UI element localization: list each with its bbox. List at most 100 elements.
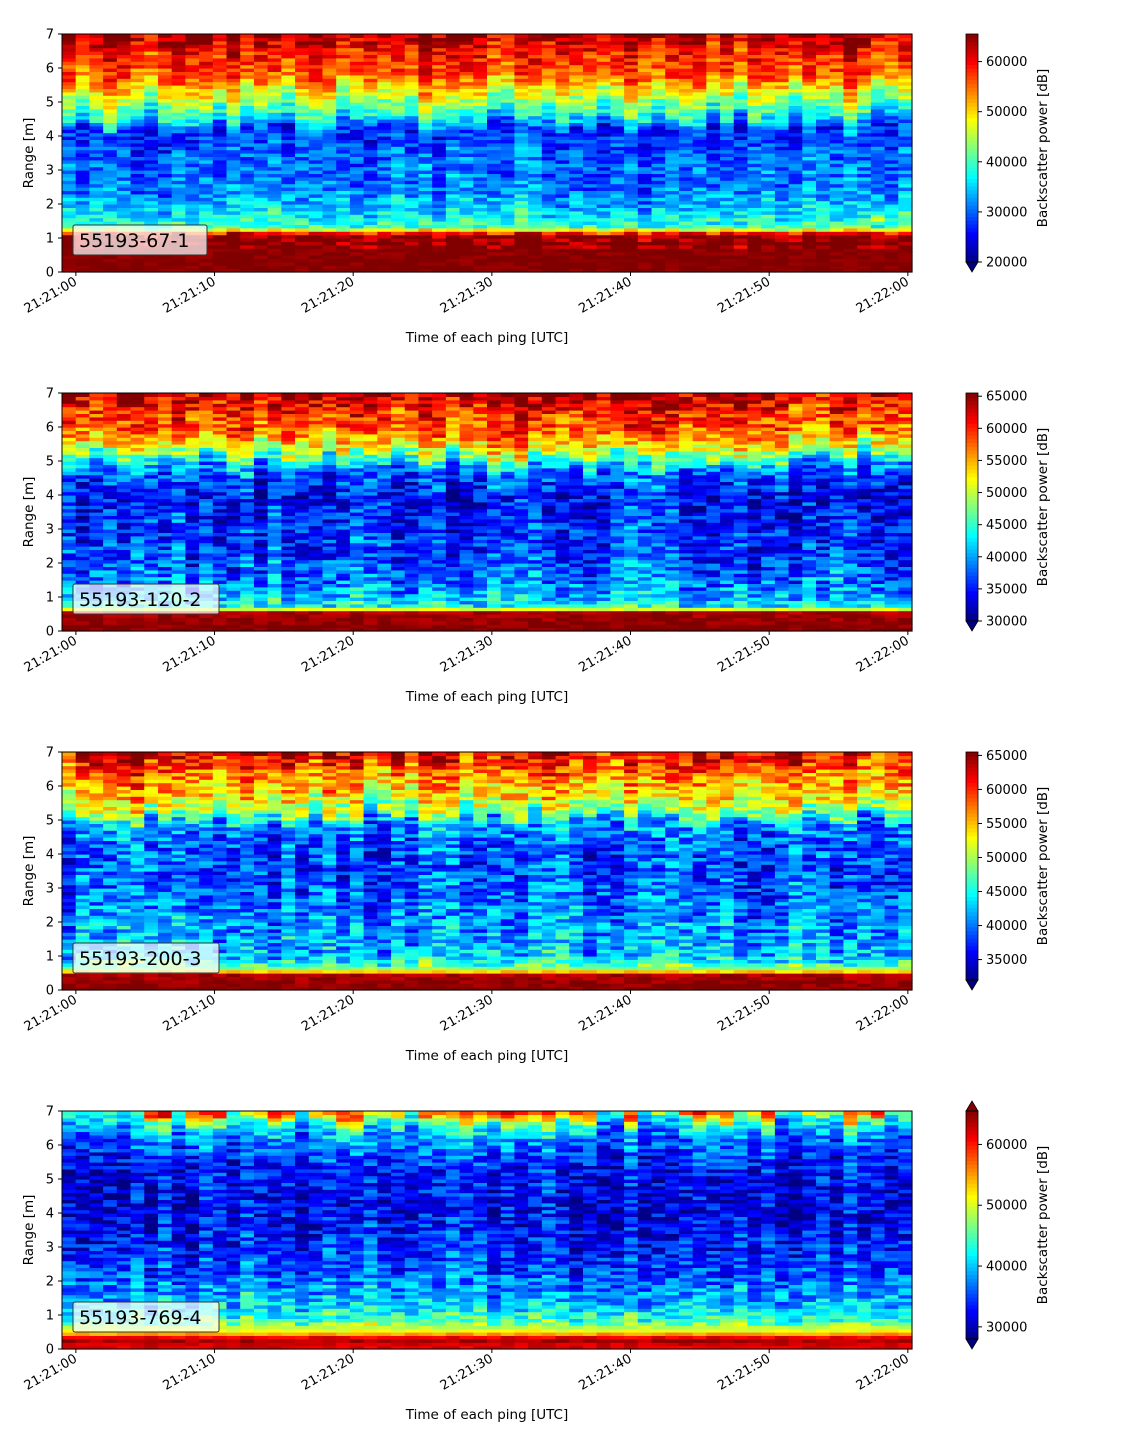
heatmap-cell	[665, 57, 680, 62]
heatmap-cell	[253, 214, 269, 219]
heatmap-cell	[75, 535, 91, 540]
heatmap-cell	[89, 258, 104, 263]
heatmap-cell	[267, 61, 282, 66]
heatmap-cell	[898, 136, 913, 140]
heatmap-cell	[308, 47, 324, 52]
heatmap-cell	[610, 214, 625, 219]
heatmap-cell	[308, 98, 324, 103]
colorbar-segment	[966, 56, 978, 62]
heatmap-cell	[473, 37, 488, 42]
heatmap-cell	[171, 180, 186, 185]
heatmap-cell	[541, 227, 557, 232]
heatmap-cell	[432, 255, 447, 259]
heatmap-cell	[445, 251, 461, 256]
heatmap-cell	[528, 241, 543, 246]
heatmap-cell	[308, 108, 324, 113]
heatmap-cell	[418, 57, 433, 62]
heatmap-cell	[582, 255, 598, 259]
heatmap-cell	[829, 108, 845, 113]
heatmap-cell	[89, 193, 104, 198]
heatmap-cell	[349, 200, 365, 205]
heatmap-cell	[295, 224, 310, 229]
heatmap-cell	[267, 170, 282, 174]
heatmap-cell	[706, 183, 721, 188]
heatmap-cell	[253, 115, 269, 120]
heatmap-cell	[281, 183, 296, 188]
heatmap-cell	[473, 74, 488, 79]
heatmap-cell	[678, 153, 694, 157]
heatmap-cell	[788, 149, 803, 154]
heatmap-cell	[706, 170, 721, 174]
heatmap-cell	[445, 102, 461, 106]
heatmap-cell	[541, 37, 557, 42]
heatmap-cell	[322, 210, 337, 215]
heatmap-cell	[75, 146, 91, 151]
heatmap-cell	[829, 91, 845, 96]
heatmap-cell	[240, 146, 255, 151]
heatmap-cell	[692, 105, 707, 110]
heatmap-cell	[651, 227, 666, 232]
heatmap-cell	[870, 224, 886, 229]
heatmap-cell	[322, 112, 337, 117]
heatmap-cell	[432, 125, 447, 130]
heatmap-cell	[377, 91, 392, 96]
heatmap-cell	[761, 125, 776, 130]
heatmap-cell	[212, 197, 228, 202]
heatmap-cell	[500, 231, 516, 236]
heatmap-cell	[637, 54, 653, 59]
heatmap-cell	[857, 234, 872, 239]
heatmap-cell	[281, 170, 296, 174]
heatmap-cell	[651, 234, 666, 239]
heatmap-cell	[541, 207, 557, 212]
heatmap-cell	[130, 105, 145, 110]
heatmap-cell	[624, 132, 639, 137]
heatmap-cell	[624, 125, 639, 130]
heatmap-cell	[459, 214, 474, 219]
heatmap-cell	[226, 268, 241, 273]
heatmap-cell	[596, 47, 611, 52]
heatmap-cell	[665, 136, 680, 140]
heatmap-cell	[432, 68, 447, 72]
heatmap-cell	[774, 105, 790, 110]
heatmap-cell	[678, 115, 694, 120]
heatmap-cell	[212, 122, 228, 127]
heatmap-cell	[130, 64, 145, 69]
heatmap-cell	[870, 268, 886, 273]
heatmap-cell	[884, 139, 899, 144]
heatmap-cell	[761, 176, 776, 181]
heatmap-cell	[596, 68, 611, 72]
heatmap-cell	[884, 64, 899, 69]
heatmap-cell	[569, 102, 584, 106]
heatmap-cell	[89, 505, 104, 510]
heatmap-cell	[103, 91, 118, 96]
heatmap-cell	[226, 265, 241, 270]
colorbar-segment	[966, 254, 978, 259]
heatmap-cell	[678, 95, 694, 100]
heatmap-cell	[788, 197, 803, 202]
heatmap-cell	[226, 176, 241, 181]
heatmap-cell	[637, 159, 653, 164]
heatmap-cell	[62, 620, 77, 625]
heatmap-cell	[116, 423, 132, 428]
heatmap-cell	[226, 231, 241, 236]
heatmap-cell	[473, 146, 488, 151]
heatmap-cell	[487, 217, 502, 222]
heatmap-cell	[171, 51, 186, 55]
heatmap-cell	[898, 132, 913, 137]
heatmap-cell	[267, 57, 282, 62]
heatmap-cell	[816, 156, 831, 161]
heatmap-cell	[75, 457, 91, 462]
heatmap-cell	[144, 115, 159, 120]
heatmap-cell	[377, 102, 392, 106]
heatmap-cell	[692, 234, 707, 239]
heatmap-cell	[308, 180, 324, 185]
heatmap-cell	[747, 210, 762, 215]
heatmap-cell	[761, 159, 776, 164]
heatmap-cell	[130, 481, 145, 486]
heatmap-cell	[733, 54, 749, 59]
heatmap-cell	[733, 248, 749, 253]
heatmap-cell	[116, 78, 132, 83]
heatmap-cell	[528, 95, 543, 100]
heatmap-cell	[459, 261, 474, 266]
heatmap-cell	[500, 136, 516, 140]
